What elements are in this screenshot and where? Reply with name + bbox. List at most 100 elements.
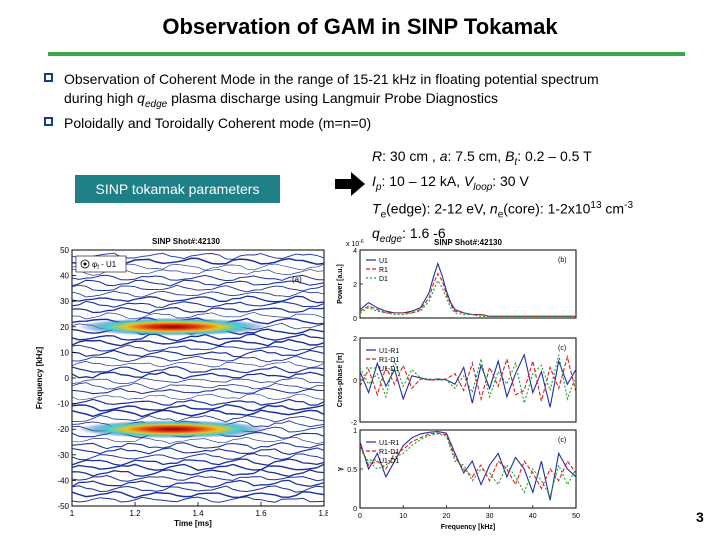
series-line [359, 353, 577, 408]
noise-contour [71, 344, 325, 352]
legend-entry: R1 [379, 267, 388, 274]
x-tick-label: 10 [399, 513, 407, 520]
legend-entry: U1-R1 [379, 348, 399, 355]
param-a-value: : 7.5 cm, [447, 148, 506, 164]
param-Te-label: T [372, 200, 381, 217]
y-tick-label: 1 [353, 428, 357, 435]
param-ne-sub: e [497, 209, 504, 221]
y-tick-label: 0 [65, 374, 70, 383]
y-tick-label: -30 [57, 451, 69, 460]
x-tick-label: 1 [70, 509, 75, 518]
noise-contour [71, 371, 325, 380]
heatmap-xlabel: Time [ms] [174, 519, 212, 528]
param-q-label: q [372, 225, 380, 242]
y-axis-label: Cross-phase [π] [337, 353, 344, 407]
noise-contour [71, 306, 325, 314]
noise-contour [71, 338, 325, 347]
noise-contour [71, 474, 325, 482]
y-axis-label: γ [337, 467, 344, 471]
noise-contour [71, 458, 325, 467]
y-tick-label: 4 [353, 248, 357, 255]
spectrogram-chart: SINP Shot#:42130 50 40 30 20 10 0 -10 -20 -30 -40… [35, 237, 328, 528]
noise-contour [71, 485, 325, 493]
noise-contour [71, 490, 325, 499]
noise-contour [71, 442, 325, 450]
param-Vloop-value: : 30 V [492, 172, 529, 189]
x-axis-label: Frequency [kHz] [441, 524, 495, 531]
noise-contour [71, 355, 325, 363]
noise-contour [71, 447, 325, 455]
cross-phase-panel: U1-R1 R1-D1 U1-D1 (c) 2 0 -2 Cross-phase [π] [337, 336, 577, 427]
bullet-text: Poloidally and Toroidally Coherent mode … [64, 114, 372, 131]
param-line: Ip: 10 – 12 kA, Vloop: 30 V [372, 172, 712, 197]
x-tick-label: 1.2 [129, 509, 141, 518]
noise-contour [71, 387, 325, 395]
bullet-item: Poloidally and Toroidally Coherent mode … [44, 114, 694, 133]
y-tick-label: 0 [353, 506, 357, 513]
y-tick-label: 20 [60, 323, 69, 332]
x-tick-label: 50 [572, 513, 580, 520]
heatmap-panel-label: (a) [292, 275, 302, 284]
coherent-mode-band [78, 420, 268, 439]
power-phase-coherence-chart: SINP Shot#:42130 x 10-6 U1R1D1(b)420Powe… [337, 238, 580, 531]
legend-entry: U1-D1 [379, 366, 399, 373]
noise-contour [71, 377, 325, 384]
series-line [359, 432, 577, 490]
param-q-value: : 1.6 -6 [402, 225, 446, 242]
param-ne-unit-exp: -3 [624, 199, 634, 211]
right-arrow-icon [335, 172, 365, 196]
param-R-value: : 30 cm , [382, 148, 440, 164]
panel-label: (c) [558, 345, 566, 352]
x-tick-label: 40 [529, 513, 537, 520]
tokamak-parameters: R: 30 cm , a: 7.5 cm, Bt: 0.2 – 0.5 T Ip… [372, 147, 712, 249]
param-Te-sub: e [380, 209, 387, 221]
legend-entry: U1-R1 [379, 440, 399, 447]
x-tick-label: 1.6 [255, 509, 267, 518]
series-line [359, 433, 577, 498]
heatmap-y-ticks: 50 40 30 20 10 0 -10 -20 -30 -40 -50 [57, 246, 76, 511]
legend-entry: R1-D1 [379, 357, 399, 364]
bullet-text: Observation of Coherent Mode in the rang… [64, 71, 599, 87]
param-Ip-sub: p [375, 181, 382, 193]
y-tick-label: 2 [353, 336, 357, 343]
square-bullet-icon [44, 116, 53, 126]
page-number: 3 [696, 509, 704, 525]
panel-label: (c) [558, 437, 566, 444]
heatmap-features [78, 317, 268, 439]
noise-contour [71, 382, 325, 390]
noise-contour [71, 479, 325, 488]
noise-contour [71, 453, 325, 461]
legend-sub: f [97, 265, 99, 271]
y-tick-label: 50 [60, 246, 69, 255]
noise-contour [71, 398, 325, 406]
param-ne-value: (core): 1-2x10 [503, 200, 591, 217]
noise-contour [71, 333, 325, 342]
param-Bt-sub: t [514, 156, 518, 168]
square-bullet-icon [44, 73, 53, 82]
heatmap-ylabel: Frequency [kHz] [35, 347, 44, 410]
param-Ip-label: I [372, 172, 376, 189]
param-Te-value: (edge): 2-12 eV, [386, 200, 490, 217]
noise-contour [71, 274, 325, 282]
noise-contour [71, 300, 325, 308]
title-underline [48, 52, 685, 56]
param-Bt-value: : 0.2 – 0.5 T [517, 148, 592, 164]
power-exponent: x 10-6 [346, 239, 364, 248]
param-Vloop-sub: loop [473, 181, 493, 193]
noise-contour [71, 349, 325, 358]
noise-contour [71, 403, 325, 412]
legend-tail: - U1 [99, 260, 117, 269]
noise-contour [71, 436, 325, 445]
legend-entry: U1 [379, 258, 388, 265]
param-Vloop-label: V [463, 172, 474, 189]
series-line [359, 354, 577, 402]
y-tick-label: 10 [60, 348, 69, 357]
param-ne-unit: cm [601, 200, 625, 217]
param-Bt-label: B [505, 148, 515, 164]
heatmap-legend-label: φf - U1 [92, 260, 117, 271]
power-exponent-base: x 10 [346, 241, 359, 248]
power-exponent-power: -6 [359, 239, 364, 245]
param-line: R: 30 cm , a: 7.5 cm, Bt: 0.2 – 0.5 T [372, 147, 712, 172]
param-line: Te(edge): 2-12 eV, ne(core): 1-2x1013 cm… [372, 197, 712, 224]
y-axis-label: Power [a.u.] [337, 264, 344, 304]
